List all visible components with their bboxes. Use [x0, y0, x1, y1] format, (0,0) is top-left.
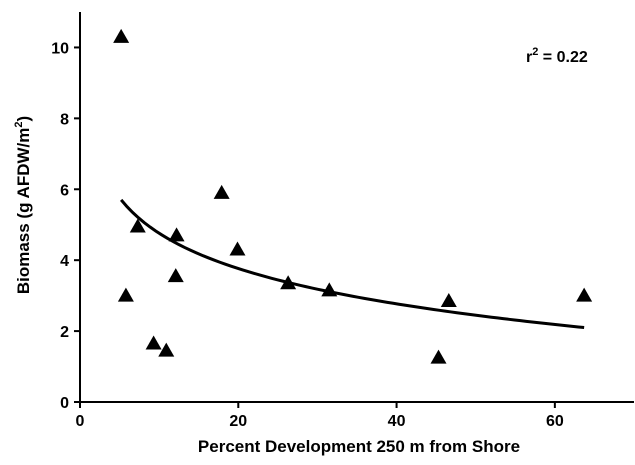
plot-area: [79, 12, 634, 403]
data-point-triangle: [280, 275, 297, 290]
x-tick-label: 0: [76, 413, 85, 430]
x-tick-label: 40: [388, 413, 406, 430]
data-point-triangle: [117, 287, 134, 302]
data-point-triangle: [167, 268, 184, 283]
y-tick-label: 6: [60, 182, 69, 199]
data-point-triangle: [129, 218, 146, 233]
data-point-triangle: [145, 335, 162, 350]
data-point-triangle: [321, 282, 338, 297]
x-tick-label: 60: [546, 413, 564, 430]
x-axis-label: Percent Development 250 m from Shore: [198, 437, 520, 456]
y-axis-label: Biomass (g AFDW/m2): [13, 116, 33, 294]
y-tick-label: 10: [51, 40, 69, 57]
axis-ticks: 0 20 40 60 0 2 4 6 8 10: [51, 40, 564, 430]
data-point-triangle: [213, 184, 230, 199]
y-tick-label: 4: [60, 253, 69, 270]
data-point-triangle: [430, 349, 447, 364]
y-tick-label: 2: [60, 324, 69, 341]
data-point-triangle: [168, 227, 185, 242]
fit-curve: [120, 198, 585, 330]
data-point-triangle: [158, 342, 175, 357]
data-point-triangle: [229, 241, 246, 256]
data-point-triangle: [576, 287, 593, 302]
data-points: [113, 28, 593, 364]
data-point-triangle: [440, 292, 457, 307]
y-tick-label: 8: [60, 111, 69, 128]
r-squared-annotation: r2 = 0.22: [526, 46, 588, 66]
y-tick-label: 0: [60, 395, 69, 412]
x-tick-label: 20: [229, 413, 247, 430]
data-point-triangle: [113, 28, 130, 43]
